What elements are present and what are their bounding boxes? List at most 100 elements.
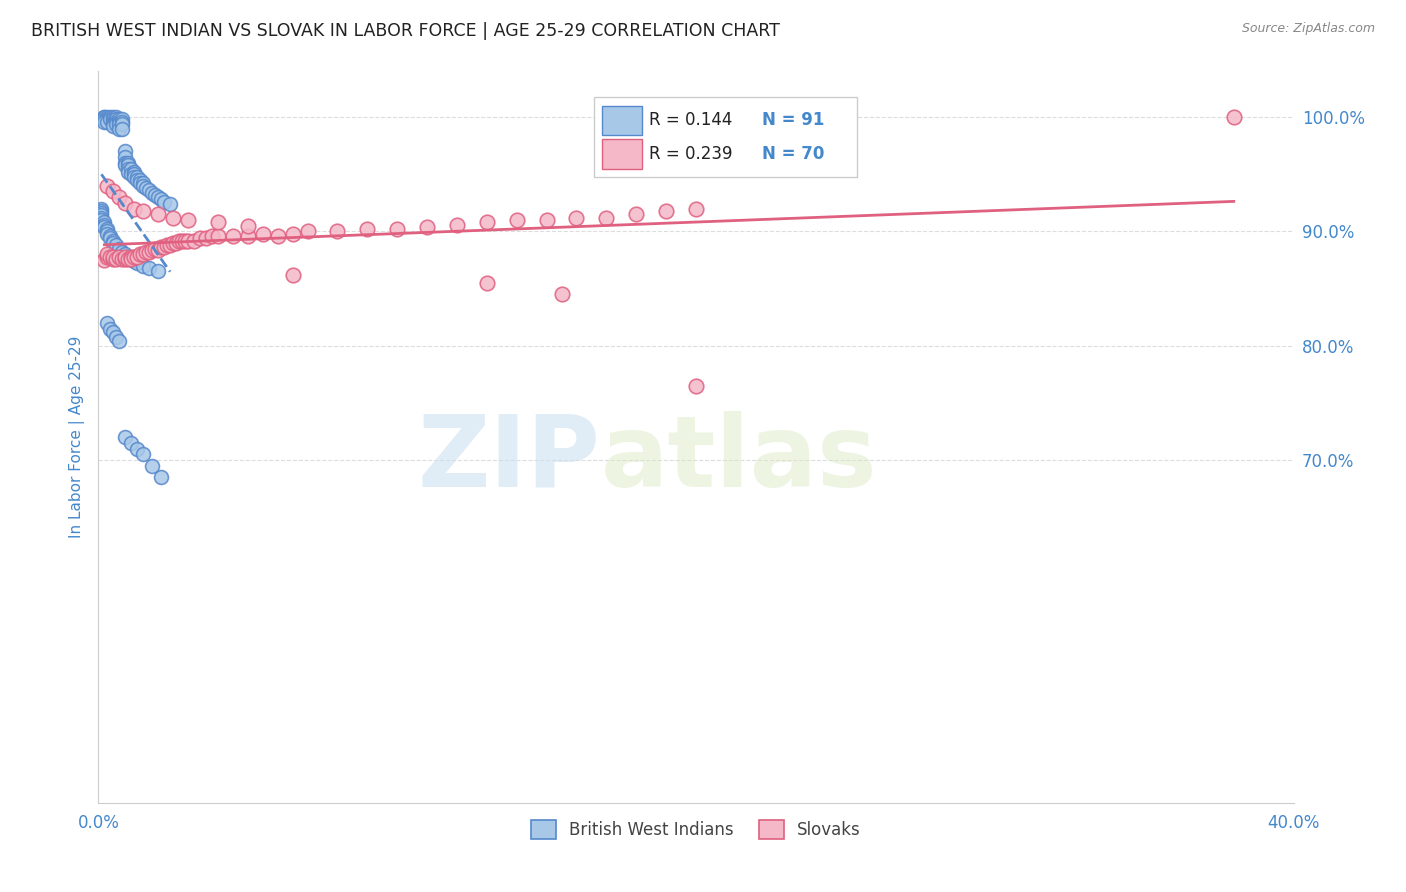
Point — [148, 243, 170, 257]
Point — [111, 112, 134, 127]
Point — [105, 114, 128, 128]
Point — [114, 430, 136, 444]
Point — [385, 222, 409, 236]
Point — [114, 247, 136, 261]
Point — [281, 227, 304, 241]
Point — [132, 259, 155, 273]
Point — [148, 264, 170, 278]
FancyBboxPatch shape — [602, 106, 643, 135]
Point — [103, 117, 125, 131]
Point — [96, 224, 118, 238]
Point — [132, 177, 155, 191]
Point — [148, 207, 170, 221]
Point — [108, 250, 131, 264]
Point — [96, 247, 118, 261]
Point — [93, 218, 115, 232]
Point — [685, 378, 707, 392]
Point — [124, 254, 146, 268]
Point — [93, 215, 115, 229]
Point — [103, 185, 125, 199]
Point — [655, 203, 678, 218]
Point — [117, 158, 139, 172]
Point — [159, 197, 181, 211]
Text: atlas: atlas — [600, 410, 877, 508]
Point — [93, 114, 115, 128]
Point — [114, 252, 136, 266]
Point — [129, 247, 152, 261]
Point — [103, 112, 125, 127]
Point — [236, 219, 259, 233]
Point — [135, 244, 157, 259]
Point — [297, 224, 319, 238]
Point — [98, 228, 122, 243]
Point — [124, 250, 146, 264]
Point — [195, 231, 218, 245]
Point — [1223, 110, 1246, 124]
Point — [162, 235, 184, 250]
Point — [127, 250, 149, 264]
Point — [90, 213, 112, 227]
Point — [141, 243, 163, 257]
Point — [93, 112, 115, 127]
Text: Source: ZipAtlas.com: Source: ZipAtlas.com — [1241, 22, 1375, 36]
Point — [536, 213, 558, 227]
Point — [356, 222, 378, 236]
Point — [117, 252, 139, 266]
Point — [117, 161, 139, 176]
Point — [120, 435, 142, 450]
Point — [141, 458, 163, 473]
Point — [105, 329, 128, 343]
Point — [138, 183, 160, 197]
Point — [111, 117, 134, 131]
Point — [105, 117, 128, 131]
Point — [90, 202, 112, 216]
Text: ZIP: ZIP — [418, 410, 600, 508]
Text: R = 0.239: R = 0.239 — [650, 145, 733, 163]
Point — [177, 234, 200, 248]
Point — [108, 121, 131, 136]
Point — [105, 238, 128, 252]
Point — [105, 110, 128, 124]
Point — [98, 321, 122, 335]
Point — [127, 256, 149, 270]
Point — [127, 442, 149, 456]
Point — [165, 235, 187, 250]
Point — [93, 252, 115, 267]
Point — [153, 240, 176, 254]
Point — [475, 215, 498, 229]
Text: BRITISH WEST INDIAN VS SLOVAK IN LABOR FORCE | AGE 25-29 CORRELATION CHART: BRITISH WEST INDIAN VS SLOVAK IN LABOR F… — [31, 22, 780, 40]
Point — [114, 158, 136, 172]
Point — [120, 161, 142, 176]
Point — [105, 112, 128, 127]
Point — [117, 156, 139, 170]
Point — [117, 165, 139, 179]
Point — [114, 156, 136, 170]
Point — [90, 211, 112, 225]
Point — [120, 167, 142, 181]
Point — [93, 110, 115, 124]
Point — [626, 207, 648, 221]
Point — [267, 228, 290, 243]
Point — [111, 252, 134, 266]
Point — [111, 121, 134, 136]
Point — [207, 228, 229, 243]
Point — [114, 195, 136, 210]
Point — [174, 234, 197, 248]
Point — [124, 165, 146, 179]
Point — [132, 178, 155, 193]
Point — [177, 213, 200, 227]
Point — [114, 250, 136, 264]
Point — [103, 120, 125, 134]
Point — [96, 114, 118, 128]
Point — [595, 211, 617, 225]
Point — [143, 187, 166, 202]
Point — [506, 213, 529, 227]
Point — [117, 250, 139, 264]
Point — [108, 112, 131, 127]
Point — [120, 252, 142, 266]
Point — [132, 203, 155, 218]
Point — [141, 186, 163, 200]
Point — [108, 190, 131, 204]
Point — [103, 235, 125, 250]
Point — [129, 173, 152, 187]
